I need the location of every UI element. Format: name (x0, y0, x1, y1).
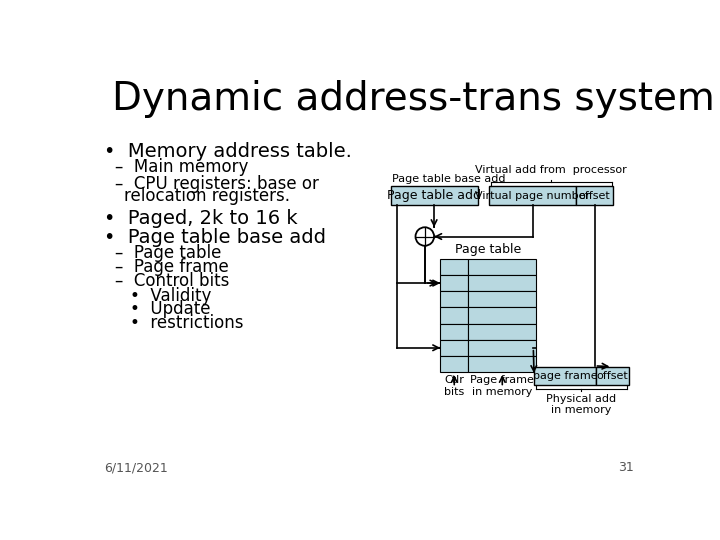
Text: offset: offset (579, 191, 611, 201)
Text: •  Validity: • Validity (130, 287, 212, 305)
Text: •  Page table base add: • Page table base add (104, 228, 326, 247)
Text: relocation registers.: relocation registers. (124, 187, 290, 205)
Bar (534, 367, 596, 385)
Bar (468, 259, 536, 275)
Text: offset: offset (596, 371, 629, 381)
Text: Dynamic address-trans system: Dynamic address-trans system (112, 80, 714, 118)
Text: •  Paged, 2k to 16 k: • Paged, 2k to 16 k (104, 209, 297, 228)
Text: •  Update: • Update (130, 300, 211, 319)
Bar (391, 186, 477, 205)
Bar (489, 186, 576, 205)
Bar (468, 275, 536, 291)
Text: Ctlr
bits: Ctlr bits (444, 375, 464, 397)
Bar (441, 275, 468, 291)
Text: 6/11/2021: 6/11/2021 (104, 462, 168, 475)
Bar (596, 367, 629, 385)
Text: Page table base add: Page table base add (392, 174, 505, 184)
Bar (468, 340, 536, 356)
Text: 31: 31 (618, 462, 634, 475)
Text: •  Memory address table.: • Memory address table. (104, 142, 352, 161)
Bar (441, 291, 468, 307)
Text: •  restrictions: • restrictions (130, 314, 244, 332)
Bar (468, 356, 536, 372)
Text: –  Main memory: – Main memory (114, 158, 248, 176)
Bar (468, 307, 536, 323)
Text: –  Page frame: – Page frame (114, 258, 228, 276)
Bar (468, 323, 536, 340)
Bar (441, 307, 468, 323)
Bar (576, 186, 613, 205)
Bar (441, 323, 468, 340)
Text: Page table add: Page table add (387, 189, 481, 202)
Text: Physical add
in memory: Physical add in memory (546, 394, 616, 415)
Bar (468, 291, 536, 307)
Bar (441, 356, 468, 372)
Text: –  CPU registers: base or: – CPU registers: base or (114, 175, 319, 193)
Text: Page table: Page table (455, 243, 521, 256)
Text: –  Control bits: – Control bits (114, 272, 229, 290)
Text: Virtual page number: Virtual page number (475, 191, 590, 201)
Bar (441, 340, 468, 356)
Text: Page frame
in memory: Page frame in memory (470, 375, 534, 397)
Text: page frame: page frame (533, 371, 598, 381)
Text: –  Page table: – Page table (114, 244, 221, 262)
Text: Virtual add from  processor: Virtual add from processor (475, 165, 627, 175)
Bar (441, 259, 468, 275)
